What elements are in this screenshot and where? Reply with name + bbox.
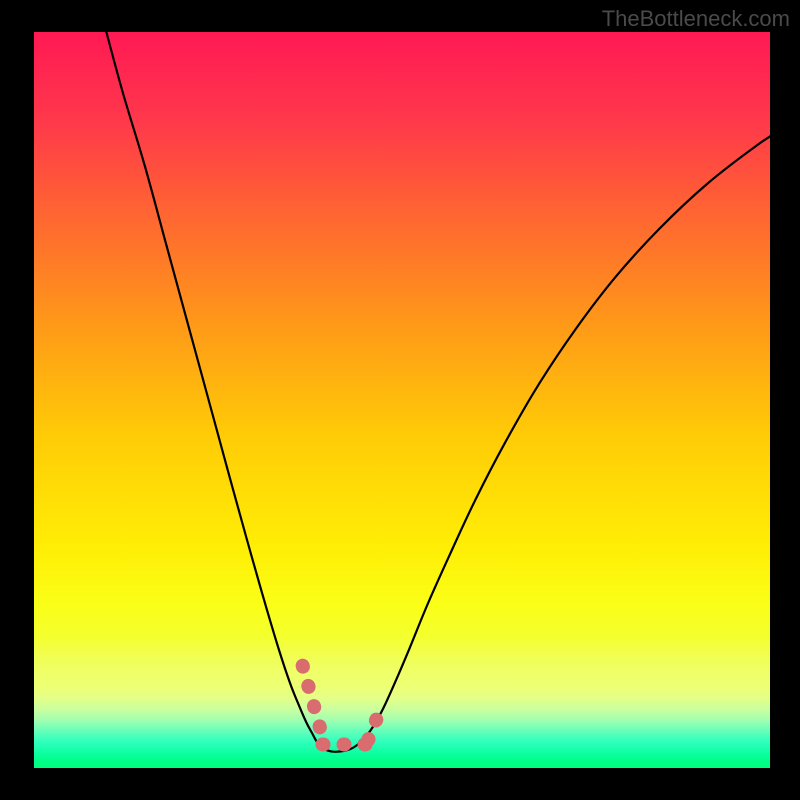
bottleneck-chart: [34, 32, 770, 768]
watermark-text: TheBottleneck.com: [602, 6, 790, 32]
chart-background: [34, 32, 770, 768]
chart-svg: [34, 32, 770, 768]
